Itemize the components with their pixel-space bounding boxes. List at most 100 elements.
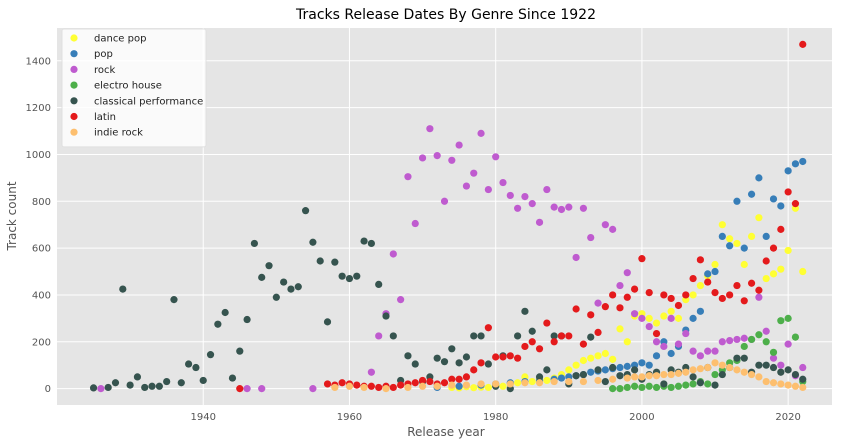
data-point <box>689 380 697 388</box>
data-point <box>696 352 704 360</box>
data-point <box>404 352 412 360</box>
data-point <box>777 380 785 388</box>
data-point <box>448 345 456 353</box>
data-point <box>243 385 251 393</box>
data-point <box>674 369 683 377</box>
data-point <box>265 262 273 270</box>
data-point <box>470 384 478 392</box>
data-point <box>777 202 785 210</box>
data-point <box>514 332 522 340</box>
data-point <box>514 204 522 212</box>
data-point <box>667 383 675 392</box>
data-point <box>579 356 588 365</box>
data-point <box>747 232 756 241</box>
data-point <box>660 312 668 320</box>
data-point <box>236 347 244 355</box>
data-point <box>645 322 653 331</box>
data-point <box>521 307 529 315</box>
data-point <box>521 192 529 201</box>
data-point <box>185 360 193 368</box>
data-point <box>718 232 726 241</box>
data-point <box>228 374 237 382</box>
data-point <box>747 370 756 379</box>
data-point <box>528 327 536 335</box>
data-point <box>338 379 346 387</box>
series-indie-rock <box>331 359 807 393</box>
data-point <box>638 383 646 392</box>
data-point <box>638 314 646 322</box>
data-point <box>740 260 748 269</box>
y-tick-label: 1200 <box>26 103 51 114</box>
data-point <box>652 372 661 380</box>
data-point <box>638 373 646 381</box>
data-point <box>506 380 514 388</box>
data-point <box>696 281 704 290</box>
data-point <box>769 270 778 278</box>
data-point <box>594 299 602 307</box>
data-point <box>689 274 697 283</box>
data-point <box>331 258 339 266</box>
data-point <box>660 370 668 379</box>
data-point <box>601 221 609 229</box>
data-point <box>704 363 712 372</box>
data-point <box>375 383 383 392</box>
data-point <box>470 169 478 177</box>
data-point <box>462 182 471 190</box>
data-point <box>769 244 778 252</box>
data-point <box>404 173 412 181</box>
data-point <box>696 365 704 373</box>
data-point <box>609 385 617 393</box>
data-point <box>674 301 683 310</box>
data-point <box>411 219 419 228</box>
data-point <box>484 185 492 194</box>
data-point <box>579 340 588 348</box>
data-point <box>155 382 163 390</box>
y-axis-ticks: 0 200 400 600 800 1000 1200 1400 <box>26 56 51 395</box>
data-point <box>652 338 661 346</box>
x-tick-label: 2000 <box>629 412 654 423</box>
data-point <box>726 337 734 345</box>
data-point <box>535 379 544 387</box>
data-point <box>499 178 507 187</box>
data-point <box>696 379 704 387</box>
data-point <box>587 354 595 362</box>
data-point <box>448 381 456 389</box>
data-point <box>199 376 207 385</box>
legend: dance pop pop rock electro house classical p… <box>61 28 207 148</box>
data-point <box>492 380 500 388</box>
data-point <box>616 363 624 372</box>
data-point <box>682 329 690 338</box>
data-point <box>630 382 639 390</box>
data-point <box>535 373 544 381</box>
x-axis-ticks: 1940 1960 1980 2000 2020 <box>190 412 800 423</box>
data-point <box>660 291 668 299</box>
data-point <box>594 328 602 337</box>
data-point <box>601 366 609 374</box>
data-point <box>740 342 748 351</box>
data-point <box>623 269 631 277</box>
data-point <box>784 340 792 348</box>
data-point <box>784 167 792 175</box>
y-tick-label: 1000 <box>26 150 51 161</box>
data-point <box>791 382 800 390</box>
data-point <box>755 373 763 381</box>
data-point <box>660 342 668 351</box>
data-point <box>587 368 595 376</box>
data-point <box>667 314 675 322</box>
data-point <box>331 383 339 392</box>
data-point <box>645 372 653 380</box>
data-point <box>652 352 661 360</box>
data-point <box>718 221 726 229</box>
data-point <box>477 332 485 340</box>
data-point <box>492 353 500 361</box>
data-point <box>733 354 741 362</box>
data-point <box>799 40 807 48</box>
data-point <box>587 333 595 341</box>
data-point <box>433 382 441 390</box>
data-point <box>762 232 770 241</box>
data-point <box>704 270 712 278</box>
data-point <box>704 380 712 388</box>
data-point <box>301 207 310 215</box>
data-point <box>258 385 266 393</box>
data-point <box>514 354 522 362</box>
